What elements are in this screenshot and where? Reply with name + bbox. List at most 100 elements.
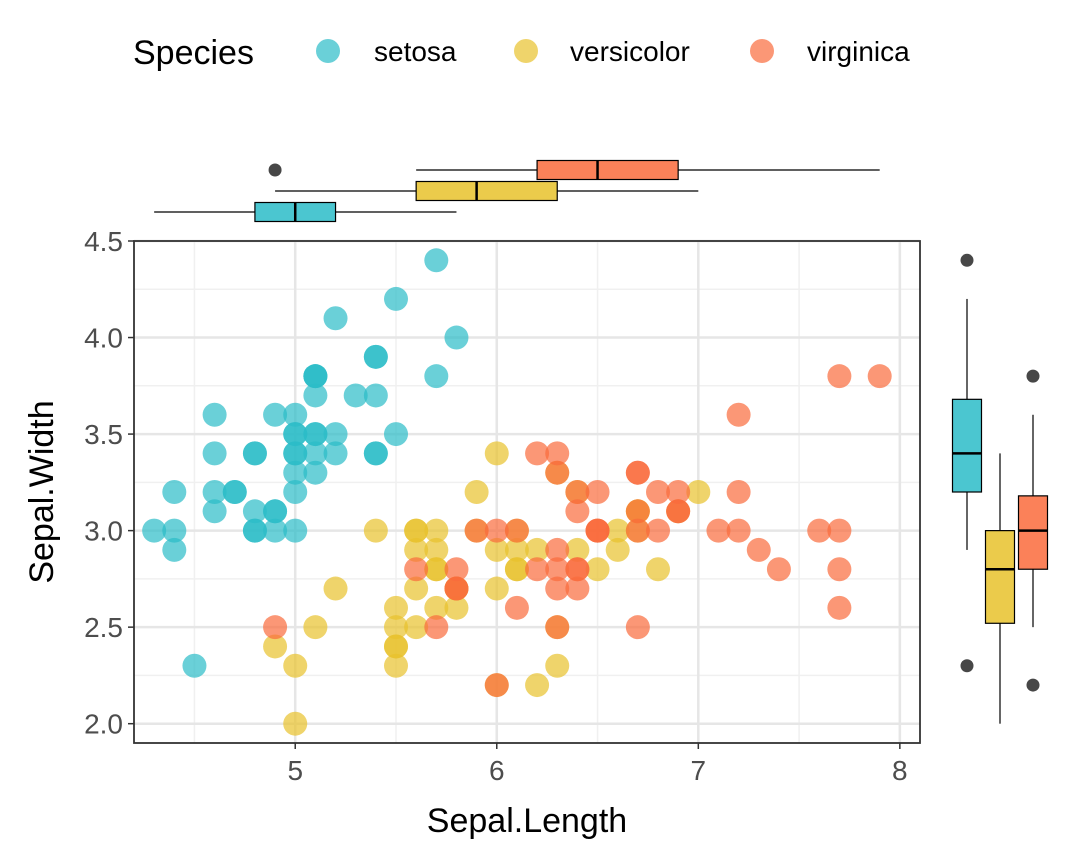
point-virginica [504,595,529,620]
legend-title: Species [133,34,254,72]
legend-label-setosa: setosa [374,36,457,67]
top-box-virginica [268,159,880,181]
point-virginica [827,518,852,543]
point-virginica [625,615,650,640]
y-tick-label: 4.5 [84,226,123,257]
right-box-versicolor [984,453,1016,724]
point-setosa [162,518,187,543]
y-tick-label: 3.5 [84,419,123,450]
point-setosa [283,480,308,504]
point-virginica [545,460,570,485]
point-virginica [565,480,590,504]
legend-label-versicolor: versicolor [570,36,690,67]
panel-background [134,241,920,743]
point-virginica [444,576,469,601]
x-tick-label: 7 [691,755,707,786]
point-versicolor [263,634,288,659]
point-versicolor [303,615,328,640]
point-setosa [263,499,288,524]
y-tick-label: 3.0 [84,516,123,547]
point-versicolor [605,518,630,543]
point-setosa [142,518,167,543]
point-setosa [323,441,348,466]
right-marginal-boxplot [951,253,1049,724]
point-setosa [202,499,227,524]
point-versicolor [444,595,469,620]
point-virginica [726,480,751,504]
point-versicolor [323,576,348,601]
box-outlier [1026,369,1040,383]
point-setosa [162,480,187,504]
legend-key-setosa [316,39,340,63]
point-virginica [545,615,570,640]
point-setosa [283,518,308,543]
point-versicolor [384,615,408,640]
point-virginica [464,518,489,543]
point-versicolor [525,537,550,562]
point-setosa [343,383,368,408]
box-outlier [268,163,282,177]
point-virginica [545,441,570,466]
point-setosa [303,364,328,389]
point-setosa [363,441,388,466]
x-tick-label: 5 [287,755,303,786]
point-versicolor [384,653,408,678]
point-versicolor [384,634,408,659]
point-versicolor [384,595,408,620]
point-setosa [384,422,408,447]
point-virginica [827,595,852,620]
point-virginica [444,557,469,582]
point-versicolor [504,557,529,582]
point-virginica [585,518,610,543]
point-virginica [646,480,670,504]
point-setosa [242,518,267,543]
point-setosa [424,248,449,273]
point-versicolor [605,537,630,562]
point-versicolor [545,653,570,678]
point-virginica [726,518,751,543]
point-versicolor [404,518,429,543]
point-versicolor [585,557,610,582]
point-setosa [323,422,348,447]
point-virginica [545,576,570,601]
point-setosa [444,325,469,350]
point-setosa [323,306,348,331]
right-box-setosa [951,253,983,673]
point-versicolor [484,576,509,601]
point-setosa [303,383,328,408]
point-versicolor [424,537,449,562]
box-outlier [960,253,974,267]
right-box-virginica [1017,369,1049,692]
point-versicolor [686,480,711,504]
series-setosa [142,248,469,678]
x-tick-label: 8 [892,755,908,786]
point-virginica [263,615,288,640]
box-iqr [984,530,1016,624]
panel-border [133,240,921,744]
point-virginica [706,518,731,543]
point-setosa [242,441,267,466]
point-virginica [746,537,771,562]
point-setosa [303,422,328,447]
point-virginica [766,557,791,582]
point-versicolor [283,711,308,736]
point-virginica [504,518,529,543]
point-virginica [726,402,751,427]
box-iqr [1017,495,1049,570]
point-virginica [827,557,852,582]
point-virginica [565,557,590,582]
box-outlier [1026,678,1040,692]
point-virginica [545,557,570,582]
point-virginica [484,518,509,543]
point-setosa [363,383,388,408]
point-virginica [424,615,449,640]
point-setosa [363,344,388,369]
y-tick-label: 4.0 [84,323,123,354]
point-virginica [525,557,550,582]
point-versicolor [464,480,489,504]
legend: Species setosa versicolor virginica [133,34,910,72]
point-virginica [565,576,590,601]
point-setosa [202,480,227,504]
legend-key-versicolor [514,39,538,63]
point-setosa [384,286,408,311]
